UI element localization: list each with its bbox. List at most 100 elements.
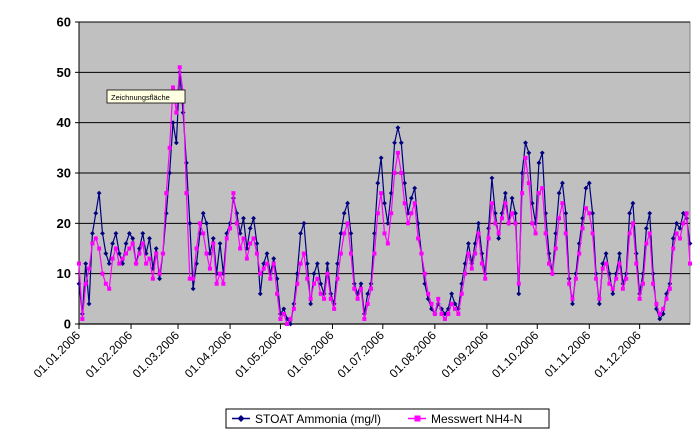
data-point xyxy=(563,231,568,236)
x-tick-label: 01.10.2006 xyxy=(489,328,542,381)
data-point xyxy=(536,160,542,166)
data-point xyxy=(127,246,132,251)
data-point xyxy=(157,276,162,282)
data-point xyxy=(500,216,504,221)
data-point xyxy=(107,286,112,291)
data-point xyxy=(406,221,410,226)
x-tick-label: 01.12.2006 xyxy=(591,328,644,381)
data-point xyxy=(120,261,126,266)
data-point xyxy=(190,286,196,292)
y-axis: 0 10 20 30 40 50 60 xyxy=(57,15,80,332)
x-tick-label: 01.01.2006 xyxy=(31,328,84,381)
data-point xyxy=(264,251,270,256)
data-point xyxy=(248,241,253,246)
data-point xyxy=(556,190,562,196)
data-point xyxy=(328,296,333,301)
data-point xyxy=(597,296,602,301)
data-point xyxy=(385,241,390,246)
data-point xyxy=(174,110,179,115)
x-tick-label: 01.07.2006 xyxy=(335,328,388,381)
data-point xyxy=(587,211,592,216)
data-point xyxy=(513,221,518,226)
data-point xyxy=(173,140,179,146)
data-point xyxy=(113,231,119,236)
data-point xyxy=(338,231,344,236)
data-point xyxy=(452,301,458,307)
data-point xyxy=(476,231,481,236)
data-point xyxy=(332,306,337,311)
data-point xyxy=(345,221,350,226)
data-point xyxy=(594,276,598,281)
data-point xyxy=(244,246,250,251)
data-point xyxy=(275,291,280,296)
data-point xyxy=(586,180,592,186)
y-tick-label: 10 xyxy=(57,266,71,281)
data-point xyxy=(211,241,216,246)
data-point xyxy=(77,261,81,266)
y-tick-label: 30 xyxy=(57,166,71,181)
data-point xyxy=(228,226,233,231)
data-point xyxy=(124,251,128,256)
data-point xyxy=(365,291,371,297)
data-point xyxy=(590,231,595,236)
data-point xyxy=(627,231,632,236)
data-point xyxy=(150,276,155,281)
data-point xyxy=(257,291,263,297)
data-point xyxy=(654,301,659,306)
data-point xyxy=(412,201,417,206)
data-point xyxy=(76,281,82,287)
data-point xyxy=(116,251,122,256)
data-point xyxy=(661,306,666,311)
data-point xyxy=(355,296,360,301)
data-point xyxy=(677,236,682,241)
data-point xyxy=(322,296,327,301)
data-point xyxy=(100,271,105,276)
data-point xyxy=(197,231,203,236)
data-point xyxy=(194,246,199,251)
data-point xyxy=(624,276,629,281)
data-point xyxy=(641,281,645,286)
data-point xyxy=(385,220,391,226)
data-point xyxy=(237,231,243,236)
data-point xyxy=(164,191,169,196)
data-point xyxy=(167,145,172,150)
x-tick-label: 01.02.2006 xyxy=(83,328,136,381)
data-point xyxy=(526,150,532,156)
data-point xyxy=(600,261,606,266)
data-point xyxy=(348,251,353,256)
data-point xyxy=(261,261,267,266)
data-point xyxy=(375,211,380,216)
x-tick-label: 01.06.2006 xyxy=(284,328,337,381)
data-point xyxy=(392,140,397,146)
data-point xyxy=(301,220,307,226)
data-point xyxy=(674,231,679,236)
data-point xyxy=(83,281,88,286)
data-point xyxy=(93,236,98,241)
data-point xyxy=(294,271,300,277)
data-point xyxy=(265,261,269,266)
data-point xyxy=(600,266,605,271)
data-point xyxy=(247,225,253,231)
data-point xyxy=(523,155,528,160)
data-point xyxy=(80,316,85,321)
data-point xyxy=(402,201,407,206)
data-point xyxy=(496,236,502,241)
data-point xyxy=(147,256,152,261)
x-tick-label: 01.03.2006 xyxy=(130,328,183,381)
data-point xyxy=(422,281,428,287)
data-point xyxy=(130,236,136,241)
data-point xyxy=(547,261,551,266)
data-point xyxy=(469,266,474,271)
data-point xyxy=(429,301,434,306)
data-point xyxy=(315,276,320,281)
data-point xyxy=(388,190,394,196)
data-point xyxy=(583,206,588,211)
data-point xyxy=(486,236,491,241)
data-point xyxy=(617,261,622,266)
data-point xyxy=(97,246,102,251)
data-point xyxy=(402,180,408,186)
data-point xyxy=(214,281,219,286)
data-point xyxy=(134,261,139,266)
data-point xyxy=(358,281,364,287)
data-point xyxy=(224,236,229,241)
